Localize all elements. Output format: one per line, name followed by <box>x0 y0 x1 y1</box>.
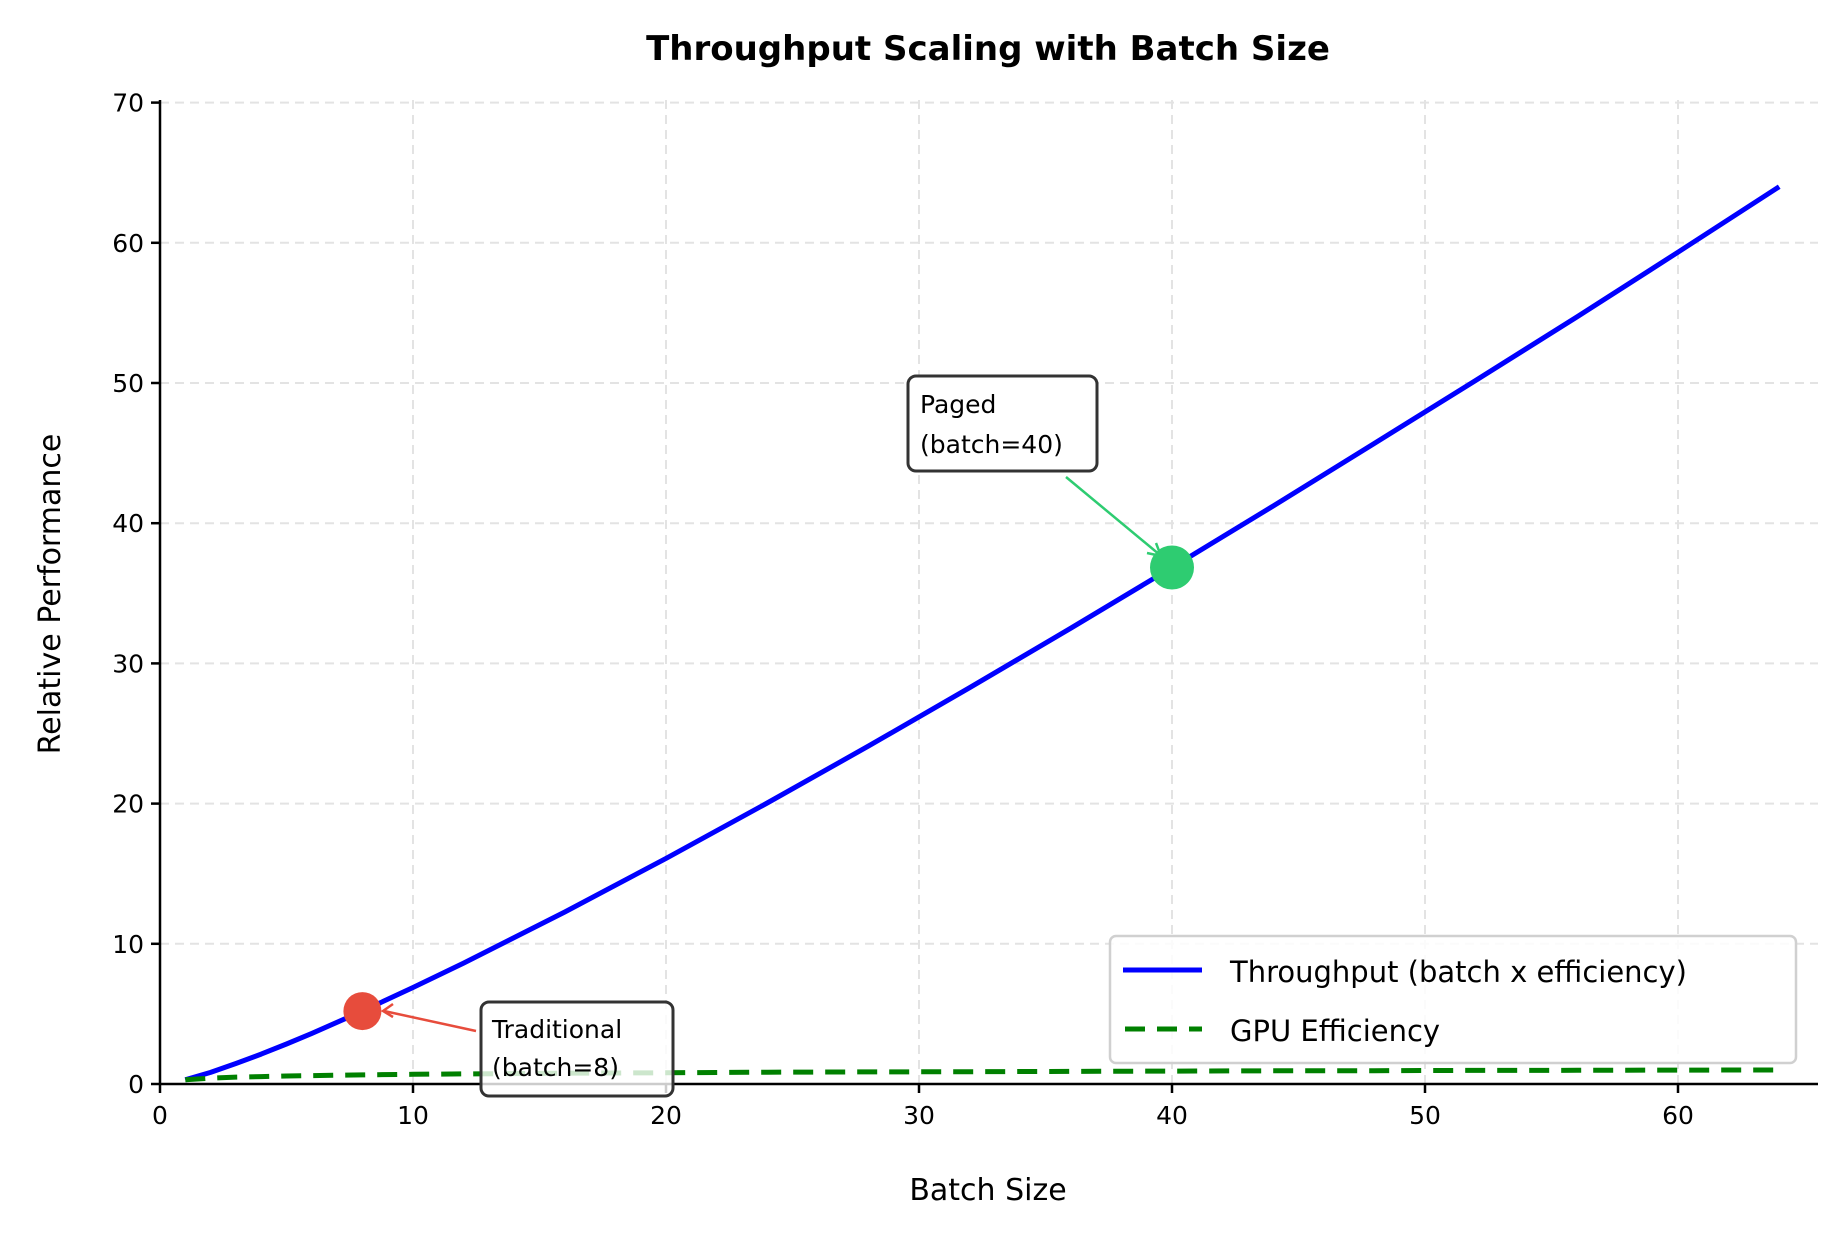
annotation-line-1: Traditional <box>491 1015 622 1044</box>
y-tick-label: 0 <box>128 1070 144 1099</box>
axes <box>158 100 1818 1086</box>
x-tick-label: 10 <box>397 1101 429 1130</box>
y-tick-label: 60 <box>112 229 144 258</box>
y-tick-label: 20 <box>112 790 144 819</box>
annotation-paged: Paged (batch=40) <box>906 374 1194 590</box>
x-axis-label: Batch Size <box>909 1173 1066 1208</box>
marker-paged <box>1150 545 1194 590</box>
y-tick-label: 40 <box>112 509 144 538</box>
legend-box <box>1108 934 1798 1065</box>
legend-label-efficiency: GPU Efficiency <box>1230 1014 1440 1048</box>
annotation-line-2: (batch=8) <box>492 1053 619 1082</box>
series-line-gpu-efficiency <box>185 1067 1780 1083</box>
x-tick-label: 20 <box>650 1101 682 1130</box>
x-tick-label: 50 <box>1409 1101 1441 1130</box>
x-tick-label: 40 <box>1156 1101 1188 1130</box>
y-axis-label: Relative Performance <box>33 434 68 755</box>
annotation-box <box>479 1000 675 1098</box>
annotation-box <box>906 374 1099 473</box>
annotation-line-1: Paged <box>920 390 996 419</box>
x-tick-label: 60 <box>1662 1101 1694 1130</box>
legend-label-throughput: Throughput (batch x efficiency) <box>1229 955 1687 989</box>
y-tick-label: 70 <box>112 89 144 118</box>
annotation-line-2: (batch=40) <box>920 430 1063 459</box>
arrow-head <box>380 1002 394 1019</box>
x-tick-label: 30 <box>903 1101 935 1130</box>
y-tick-label: 50 <box>112 369 144 398</box>
series-line-throughput <box>184 184 1781 1083</box>
x-tick-label: 0 <box>152 1101 168 1130</box>
ticks: 0 10 20 30 40 50 60 0 10 20 30 40 50 60 70 <box>112 89 1694 1130</box>
series-lines <box>184 184 1781 1083</box>
marker-traditional <box>343 992 382 1031</box>
legend: Throughput (batch x efficiency) GPU Effi… <box>1108 934 1798 1065</box>
annotation-arrow <box>383 1009 477 1033</box>
annotation-arrow <box>1065 476 1161 556</box>
chart-title: Throughput Scaling with Batch Size <box>646 29 1330 69</box>
annotation-traditional: Traditional (batch=8) <box>343 992 675 1098</box>
y-tick-label: 30 <box>112 649 144 678</box>
y-tick-label: 10 <box>112 930 144 959</box>
